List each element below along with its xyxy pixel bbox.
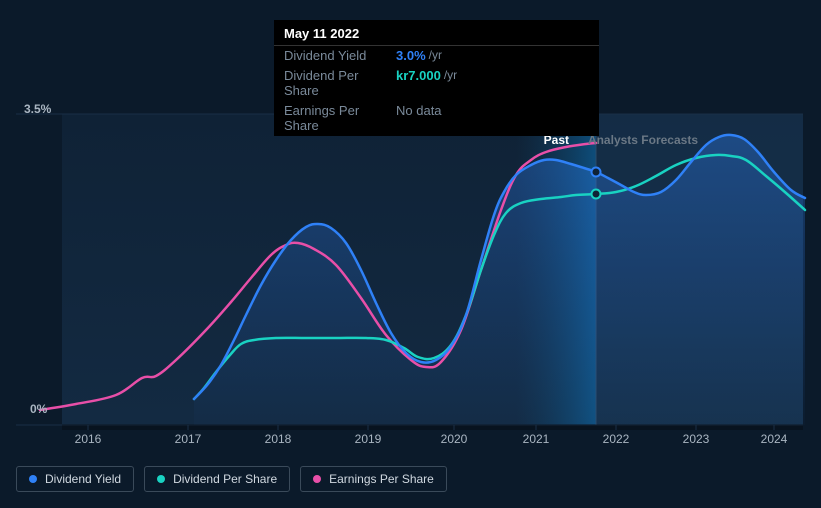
tooltip-row-eps: Earnings Per Share No data [274,101,599,136]
legend-item-eps[interactable]: Earnings Per Share [300,466,447,492]
legend-dot [29,475,37,483]
svg-text:2018: 2018 [265,432,292,445]
legend-dot [313,475,321,483]
legend-label: Earnings Per Share [329,472,434,486]
chart-legend: Dividend Yield Dividend Per Share Earnin… [16,466,447,492]
svg-text:2023: 2023 [683,432,710,445]
svg-text:2016: 2016 [75,432,102,445]
svg-text:2024: 2024 [761,432,788,445]
legend-label: Dividend Yield [45,472,121,486]
dividend-chart: 3.5% 0% 2016 2017 2018 2019 2020 2021 2022 2023 20… [16,0,805,445]
chart-tooltip: May 11 2022 Dividend Yield 3.0% /yr Divi… [274,20,599,136]
tooltip-label: Dividend Per Share [284,68,396,98]
tooltip-unit: /yr [444,68,457,98]
svg-text:0%: 0% [30,402,48,416]
tooltip-nodata: No data [396,103,442,133]
svg-text:2019: 2019 [355,432,382,445]
tooltip-row-yield: Dividend Yield 3.0% /yr [274,46,599,66]
tooltip-label: Dividend Yield [284,48,396,63]
legend-item-dps[interactable]: Dividend Per Share [144,466,290,492]
legend-dot [157,475,165,483]
legend-item-yield[interactable]: Dividend Yield [16,466,134,492]
svg-text:2021: 2021 [523,432,550,445]
tooltip-row-dps: Dividend Per Share kr7.000 /yr [274,66,599,101]
tooltip-value: 3.0% [396,48,426,63]
legend-label: Dividend Per Share [173,472,277,486]
region-label-forecast: Analysts Forecasts [588,133,698,147]
tooltip-unit: /yr [429,48,442,63]
svg-text:2022: 2022 [603,432,630,445]
tooltip-label: Earnings Per Share [284,103,396,133]
svg-text:2017: 2017 [175,432,202,445]
svg-text:3.5%: 3.5% [24,102,52,116]
tooltip-value: kr7.000 [396,68,441,98]
svg-text:2020: 2020 [441,432,468,445]
tooltip-date: May 11 2022 [274,20,599,46]
